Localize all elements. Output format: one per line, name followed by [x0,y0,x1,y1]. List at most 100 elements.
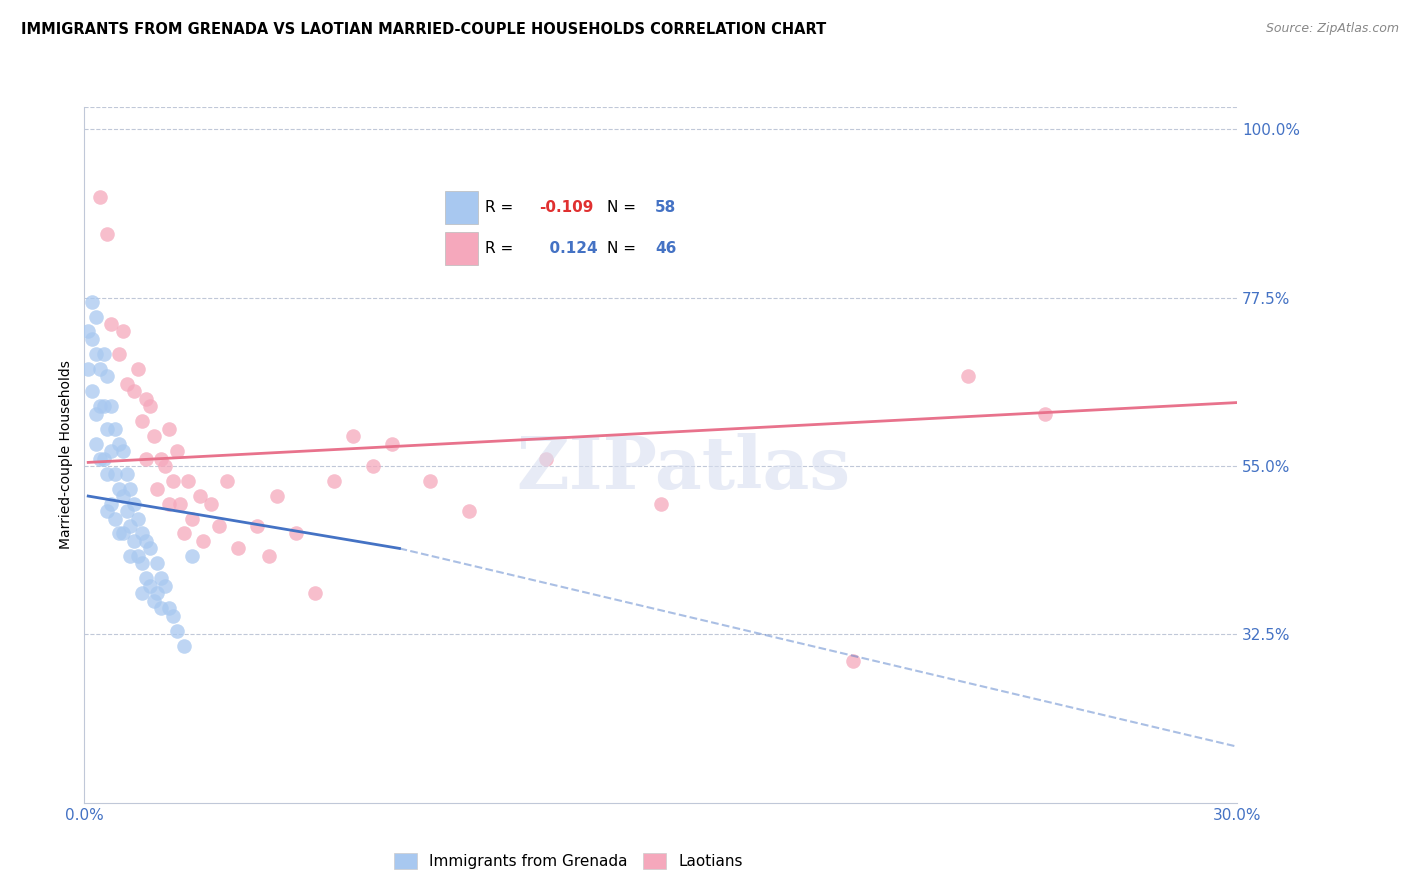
Point [111,489,134,503]
Point [419,474,441,488]
Text: 46: 46 [655,241,676,256]
Point [89,362,111,376]
Point [181,511,204,525]
Point [100,399,122,413]
Point [266,489,288,503]
Point [120,482,142,496]
Point [157,497,180,511]
Point [84,310,107,324]
Point [138,579,160,593]
Point [108,526,131,541]
FancyBboxPatch shape [444,232,478,265]
Point [93,451,115,466]
Legend: Immigrants from Grenada, Laotians: Immigrants from Grenada, Laotians [388,847,749,875]
Text: R =: R = [485,241,519,256]
Point [115,504,138,518]
Text: 58: 58 [655,201,676,216]
Point [100,317,122,331]
Point [127,511,149,525]
Point [142,594,165,608]
Point [162,474,184,488]
Point [84,436,107,450]
Y-axis label: Married-couple Households: Married-couple Households [59,360,73,549]
Point [153,579,176,593]
Point [284,526,307,541]
Point [1033,407,1056,421]
Point [131,414,153,428]
Text: R =: R = [485,201,519,216]
Point [96,369,118,384]
Point [100,444,122,458]
Point [131,557,153,571]
Point [135,451,157,466]
Text: -0.109: -0.109 [540,201,593,216]
Point [96,467,118,481]
Point [381,436,404,450]
Text: ZIPatlas: ZIPatlas [517,434,851,504]
Point [89,399,111,413]
Point [89,451,111,466]
Point [108,347,131,361]
Point [80,294,103,309]
Point [120,519,142,533]
Point [142,429,165,443]
Point [173,639,195,653]
Point [842,654,865,668]
Point [135,392,157,406]
Point [534,451,557,466]
Point [120,549,142,563]
Point [208,519,231,533]
Point [124,497,146,511]
Point [162,608,184,623]
Point [188,489,211,503]
Point [127,362,149,376]
Point [108,482,131,496]
Text: IMMIGRANTS FROM GRENADA VS LAOTIAN MARRIED-COUPLE HOUSEHOLDS CORRELATION CHART: IMMIGRANTS FROM GRENADA VS LAOTIAN MARRI… [21,22,827,37]
Point [226,541,249,556]
Text: 0.124: 0.124 [540,241,598,256]
Point [181,549,204,563]
Point [96,227,118,242]
Point [146,557,169,571]
Point [138,541,160,556]
Point [166,444,188,458]
Point [169,497,191,511]
Point [177,474,200,488]
Point [146,586,169,600]
Point [111,444,134,458]
Point [131,586,153,600]
Point [84,407,107,421]
Point [342,429,364,443]
Point [153,459,176,474]
Text: N =: N = [607,241,641,256]
Point [146,482,169,496]
Point [257,549,280,563]
Point [89,190,111,204]
Text: Source: ZipAtlas.com: Source: ZipAtlas.com [1265,22,1399,36]
Point [100,497,122,511]
Point [193,533,215,548]
Point [361,459,384,474]
Point [124,384,146,399]
Point [957,369,980,384]
Point [246,519,269,533]
Point [115,467,138,481]
FancyBboxPatch shape [444,191,478,224]
Point [304,586,326,600]
Point [200,497,222,511]
Point [173,526,195,541]
Point [215,474,238,488]
Point [124,533,146,548]
Point [104,422,127,436]
Point [131,526,153,541]
Point [135,571,157,585]
Point [157,601,180,615]
Point [115,376,138,391]
Point [111,526,134,541]
Point [150,451,173,466]
Point [80,332,103,346]
Point [77,325,100,339]
Point [166,624,188,638]
Text: N =: N = [607,201,641,216]
Point [93,399,115,413]
